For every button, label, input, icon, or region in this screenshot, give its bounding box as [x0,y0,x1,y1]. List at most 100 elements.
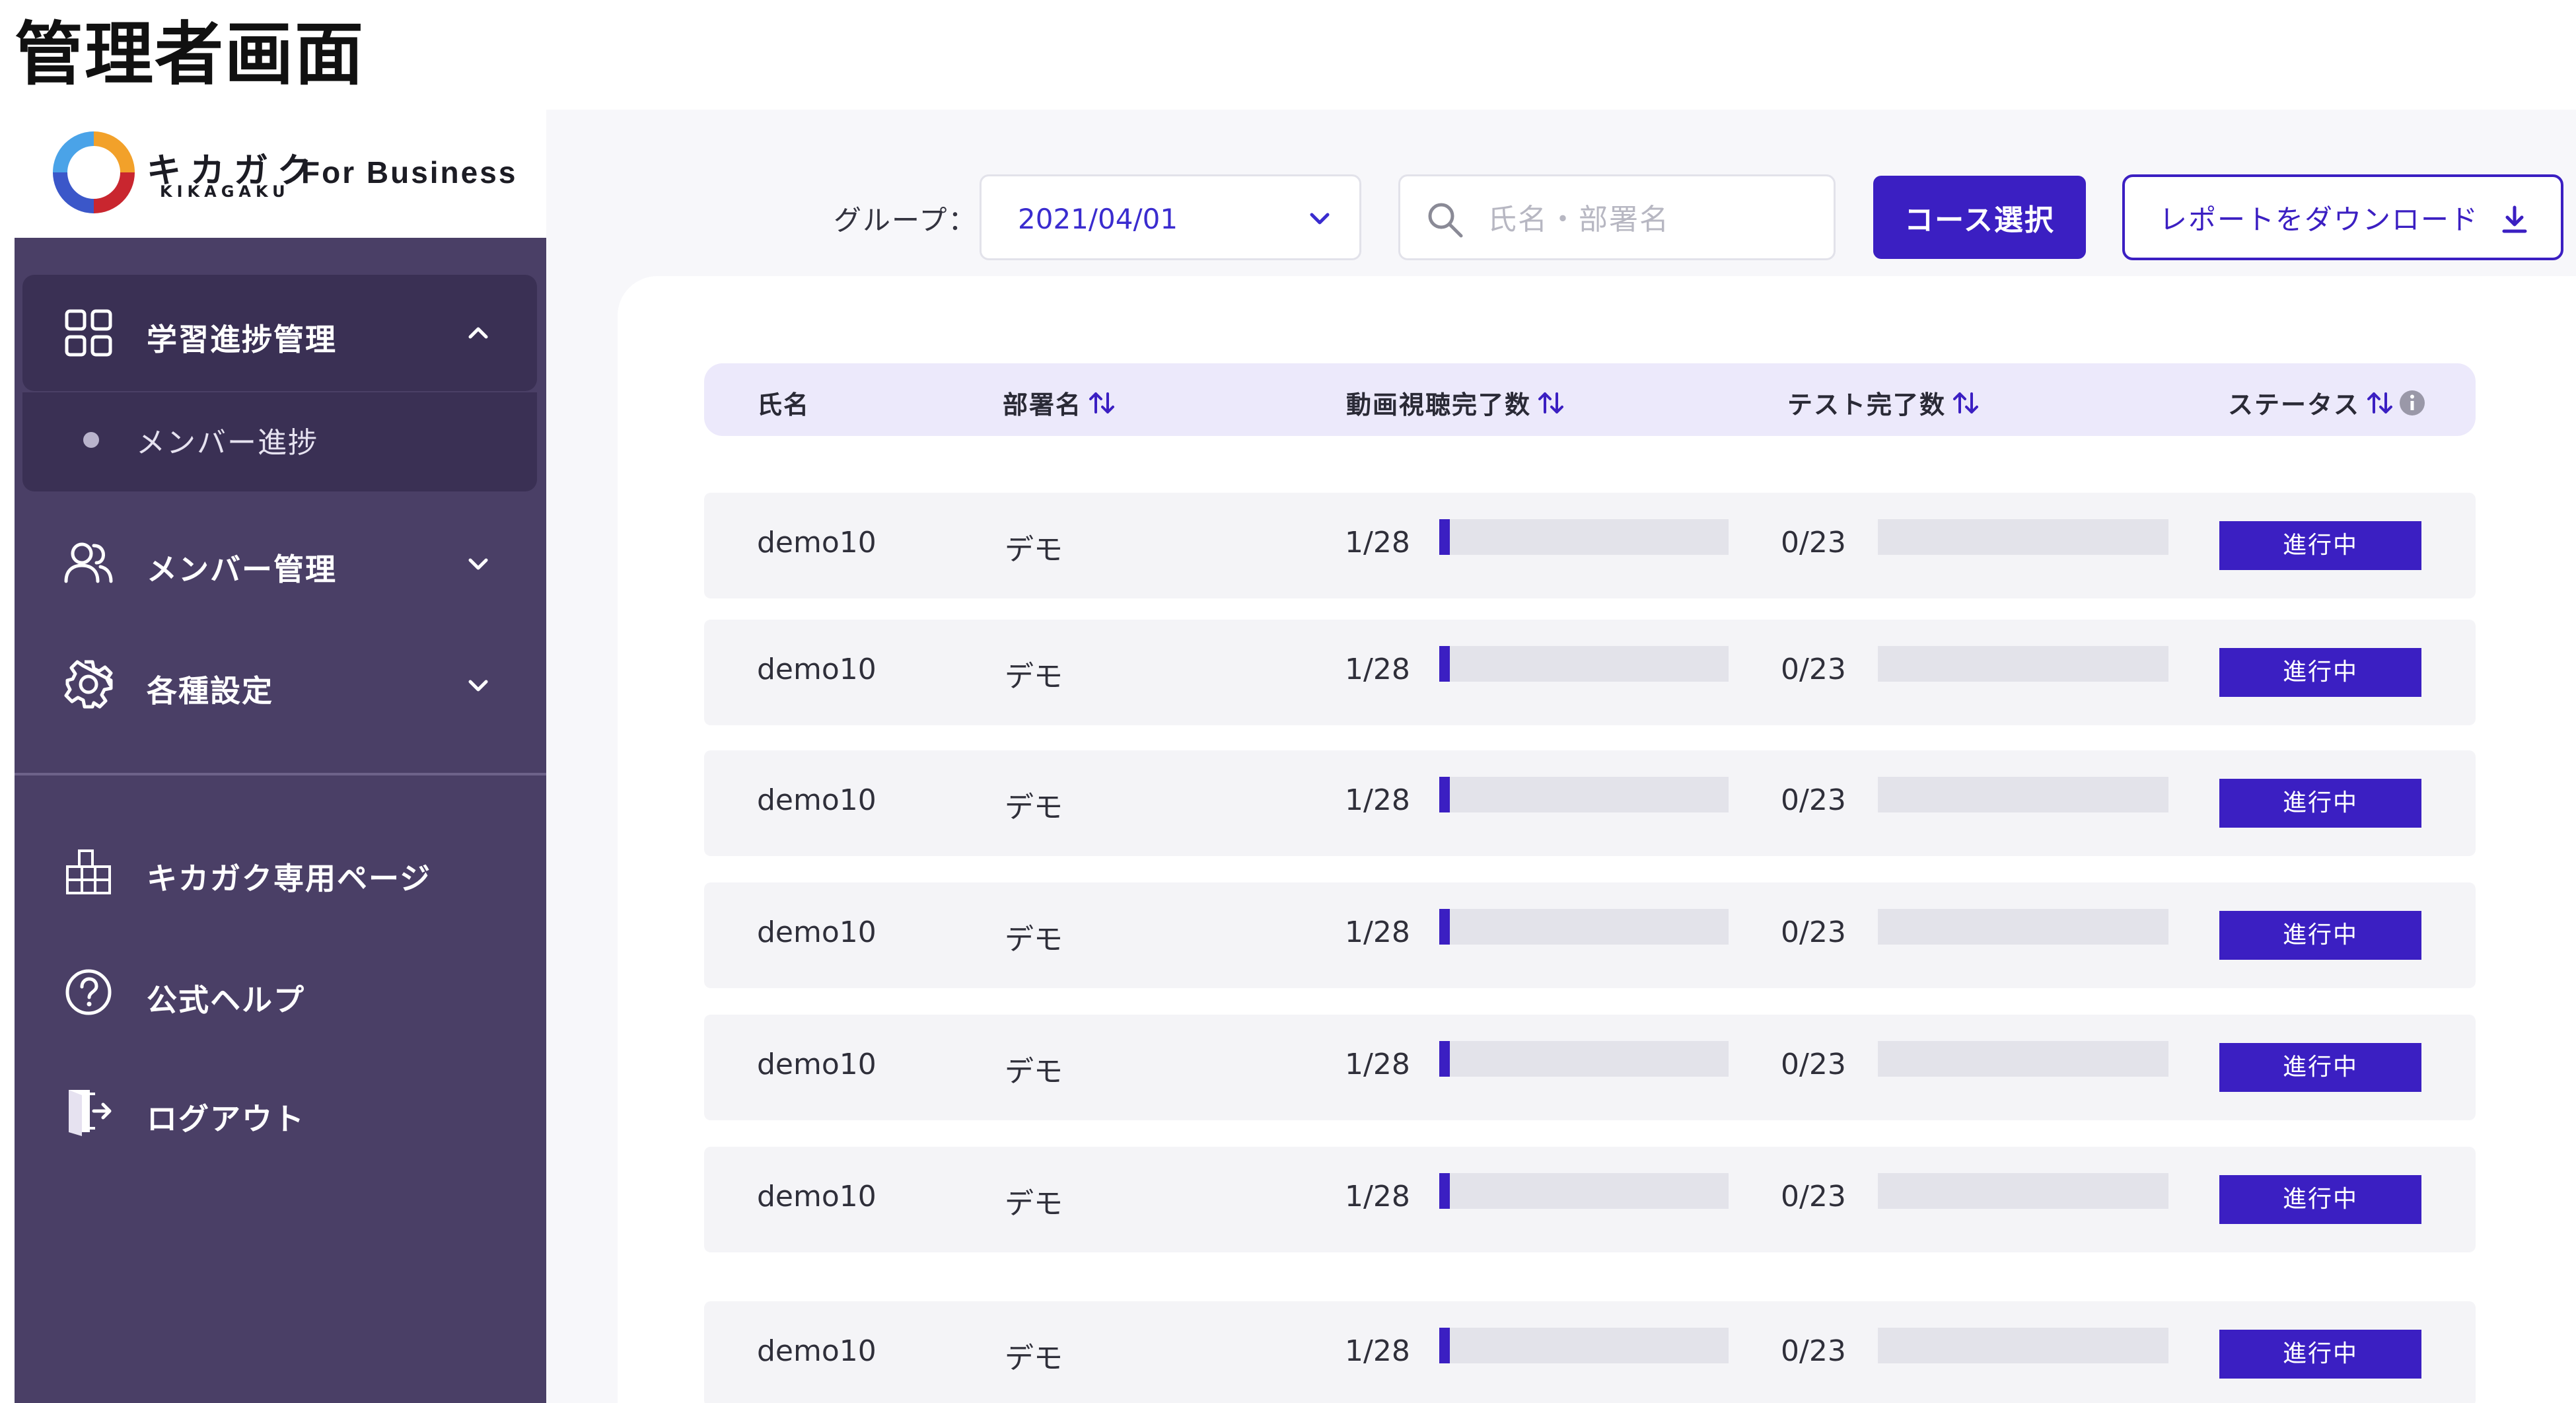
status-badge: 進行中 [2219,779,2421,828]
sidebar-divider [15,773,546,775]
cell-name: demo10 [757,1180,877,1213]
cell-dept: デモ [1005,660,1063,694]
column-header-dept[interactable]: 部署名 [1003,384,1118,421]
info-icon[interactable] [2398,389,2426,417]
search-input[interactable] [1487,196,1818,242]
sort-icon[interactable] [1951,388,1982,417]
cell-name: demo10 [757,526,877,559]
cell-video-count: 1/28 [1345,1048,1410,1081]
table-row[interactable]: demo10 デモ 1/28 0/23 進行中 [704,1015,2476,1120]
video-progress-bar [1439,777,1729,812]
table-row[interactable]: demo10 デモ 1/28 0/23 進行中 [704,1147,2476,1252]
help-circle-icon [65,969,112,1015]
test-progress-bar [1878,1328,2168,1363]
cell-video-count: 1/28 [1345,526,1410,559]
test-progress-bar [1878,909,2168,945]
download-report-label: レポートをダウンロード [2159,203,2480,236]
search-icon [1428,203,1463,238]
video-progress-fill [1439,909,1450,945]
cell-dept: デモ [1005,791,1063,824]
download-icon [2502,205,2527,233]
brand-suffix: For Business [301,155,518,190]
video-progress-bar [1439,1041,1729,1077]
test-progress-bar [1878,1173,2168,1209]
test-progress-bar [1878,519,2168,555]
table-header: 氏名 部署名 動画視聴完了数 テスト完了数 ステータス [704,363,2476,436]
sidebar-link-kikagaku-page[interactable]: キカガク専用ページ [22,819,537,925]
grid-icon [65,309,112,357]
brand-kana: キカガク [147,151,322,191]
table-row[interactable]: demo10 デモ 1/28 0/23 進行中 [704,882,2476,988]
sidebar: 学習進捗管理 メンバー進捗 メンバー管理 各種設定 [15,238,546,1403]
sidebar-group-settings[interactable]: 各種設定 [22,634,537,740]
sidebar-link-label: 公式ヘルプ [147,982,305,1018]
cell-video-count: 1/28 [1345,1180,1410,1213]
video-progress-bar [1439,519,1729,555]
sidebar-link-help[interactable]: 公式ヘルプ [22,941,537,1046]
group-select-value: 2021/04/01 [1018,203,1178,235]
cell-name: demo10 [757,916,877,949]
video-progress-fill [1439,519,1450,555]
table-row[interactable]: demo10 デモ 1/28 0/23 進行中 [704,1301,2476,1403]
sidebar-item-member-progress[interactable]: メンバー進捗 [22,392,537,491]
logo-ring-icon [53,131,135,213]
video-progress-bar [1439,1173,1729,1209]
sort-icon[interactable] [1087,388,1118,417]
video-progress-fill [1439,1328,1450,1363]
video-progress-fill [1439,777,1450,812]
status-badge: 進行中 [2219,1330,2421,1379]
sidebar-item-label: メンバー進捗 [136,426,318,460]
sort-icon[interactable] [2365,388,2396,417]
table-row[interactable]: demo10 デモ 1/28 0/23 進行中 [704,750,2476,856]
sidebar-link-label: キカガク専用ページ [147,861,432,896]
sidebar-group-members[interactable]: メンバー管理 [22,513,537,618]
users-icon [64,542,113,583]
download-report-button[interactable]: レポートをダウンロード [2122,174,2563,260]
course-select-button[interactable]: コース選択 [1873,176,2086,259]
brand-roman: KIKAGAKU [160,182,290,201]
test-progress-bar [1878,646,2168,682]
search-box[interactable] [1398,174,1836,260]
status-badge: 進行中 [2219,1043,2421,1092]
video-progress-bar [1439,1328,1729,1363]
cell-dept: デモ [1005,1055,1063,1089]
cell-dept: デモ [1005,533,1063,567]
column-header-status[interactable]: ステータス [2228,384,2426,421]
status-badge: 進行中 [2219,1175,2421,1224]
sidebar-link-logout[interactable]: ログアウト [22,1062,537,1168]
status-badge: 進行中 [2219,521,2421,570]
bullet-dot-icon [83,432,99,448]
chevron-down-icon[interactable] [464,550,493,579]
brand-logo[interactable]: キカガク KIKAGAKU For Business [15,110,546,238]
chevron-down-icon[interactable] [464,671,493,700]
cell-name: demo10 [757,1048,877,1081]
table-row[interactable]: demo10 デモ 1/28 0/23 進行中 [704,620,2476,725]
group-filter-label: グループ： [834,204,978,236]
video-progress-bar [1439,646,1729,682]
column-header-video[interactable]: 動画視聴完了数 [1346,384,1567,421]
column-header-name: 氏名 [757,390,810,419]
cell-name: demo10 [757,783,877,817]
cell-test-count: 0/23 [1781,1334,1846,1368]
sidebar-group-progress[interactable]: 学習進捗管理 [22,275,537,391]
cell-test-count: 0/23 [1781,916,1846,949]
status-badge: 進行中 [2219,648,2421,697]
video-progress-fill [1439,646,1450,682]
table-row[interactable]: demo10 デモ 1/28 0/23 進行中 [704,493,2476,598]
cell-dept: デモ [1005,923,1063,956]
sidebar-group-label: 各種設定 [147,673,273,709]
cell-dept: デモ [1005,1187,1063,1221]
cell-test-count: 0/23 [1781,653,1846,686]
cell-test-count: 0/23 [1781,1180,1846,1213]
chevron-up-icon[interactable] [464,318,493,347]
cell-name: demo10 [757,1334,877,1368]
video-progress-bar [1439,909,1729,945]
group-select[interactable]: 2021/04/01 [980,174,1361,260]
cell-test-count: 0/23 [1781,526,1846,559]
cell-video-count: 1/28 [1345,653,1410,686]
sidebar-group-label: 学習進捗管理 [147,322,337,357]
building-icon [66,849,111,894]
cell-name: demo10 [757,653,877,686]
sort-icon[interactable] [1536,388,1567,417]
column-header-test[interactable]: テスト完了数 [1787,384,1982,421]
